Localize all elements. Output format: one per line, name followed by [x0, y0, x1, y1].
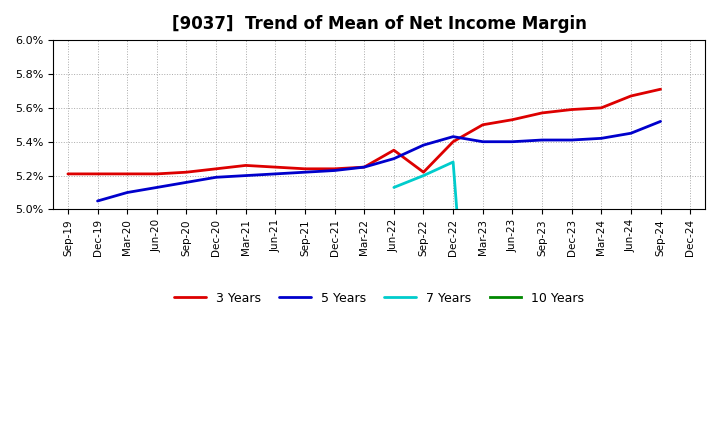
5 Years [153, 185, 161, 190]
7 Years [390, 185, 398, 190]
Line: 5 Years: 5 Years [97, 121, 660, 201]
3 Years [538, 110, 546, 116]
5 Years [93, 198, 102, 204]
5 Years [479, 139, 487, 144]
3 Years [153, 171, 161, 176]
3 Years [123, 171, 132, 176]
5 Years [330, 168, 339, 173]
3 Years [508, 117, 517, 122]
3 Years [479, 122, 487, 128]
3 Years [301, 166, 310, 172]
3 Years [212, 166, 220, 172]
5 Years [123, 190, 132, 195]
3 Years [567, 107, 576, 112]
3 Years [626, 93, 635, 99]
7 Years [419, 173, 428, 178]
3 Years [330, 166, 339, 172]
5 Years [419, 143, 428, 148]
Line: 3 Years: 3 Years [68, 89, 660, 174]
5 Years [241, 173, 250, 178]
3 Years [449, 139, 457, 144]
5 Years [508, 139, 517, 144]
7 Years [449, 159, 457, 165]
5 Years [182, 180, 191, 185]
5 Years [449, 134, 457, 139]
5 Years [390, 156, 398, 161]
5 Years [360, 165, 369, 170]
5 Years [538, 137, 546, 143]
5 Years [567, 137, 576, 143]
3 Years [241, 163, 250, 168]
3 Years [271, 165, 279, 170]
3 Years [419, 169, 428, 175]
3 Years [360, 165, 369, 170]
3 Years [182, 169, 191, 175]
5 Years [212, 175, 220, 180]
3 Years [390, 147, 398, 153]
3 Years [656, 87, 665, 92]
3 Years [597, 105, 606, 110]
Line: 7 Years: 7 Years [394, 162, 660, 440]
3 Years [63, 171, 72, 176]
7 Years [656, 297, 665, 302]
5 Years [301, 169, 310, 175]
5 Years [656, 119, 665, 124]
5 Years [271, 171, 279, 176]
5 Years [626, 131, 635, 136]
Title: [9037]  Trend of Mean of Net Income Margin: [9037] Trend of Mean of Net Income Margi… [171, 15, 587, 33]
3 Years [93, 171, 102, 176]
Legend: 3 Years, 5 Years, 7 Years, 10 Years: 3 Years, 5 Years, 7 Years, 10 Years [169, 287, 589, 310]
5 Years [597, 136, 606, 141]
